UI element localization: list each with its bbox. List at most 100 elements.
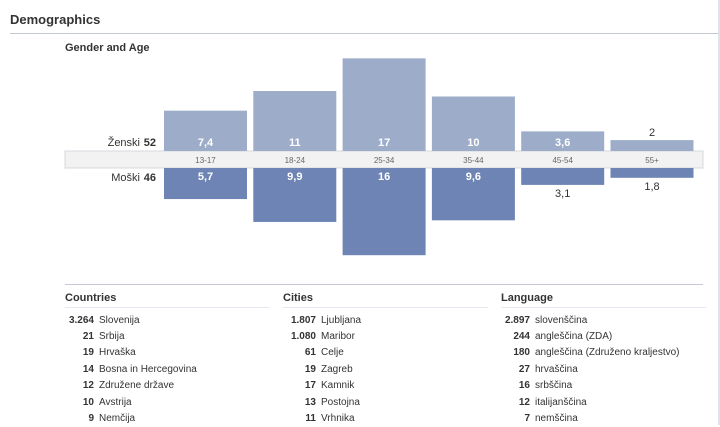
list-item: 7 nemščina xyxy=(501,410,706,426)
list-item: 16 srbščina xyxy=(501,378,706,394)
item-count: 14 xyxy=(82,363,94,375)
scrollbar-edge xyxy=(718,0,720,425)
list-item: 180 angleščina (Združeno kraljestvo) xyxy=(501,345,706,361)
list-item: 2.897 slovenščina xyxy=(501,312,706,328)
list-item: 9 Nemčija xyxy=(65,410,270,426)
item-count: 1.807 xyxy=(290,314,316,326)
male-label: Moški xyxy=(111,172,140,184)
female-bar xyxy=(342,58,426,151)
item-name: angleščina (ZDA) xyxy=(535,331,613,343)
item-count: 19 xyxy=(304,363,316,375)
age-tick-label: 13-17 xyxy=(195,156,216,165)
item-count: 19 xyxy=(82,347,94,359)
item-name: nemščina xyxy=(535,413,578,425)
female-value-label: 3,6 xyxy=(555,137,570,149)
male-bar xyxy=(253,168,337,222)
male-bar xyxy=(521,168,605,185)
item-name: Srbija xyxy=(99,331,125,343)
item-count: 17 xyxy=(304,380,316,392)
labels-group: 7,4 5,7 13-17 11 9,9 18-24 17 16 25-34 10 9,6 35-44… xyxy=(195,127,659,200)
item-count: 12 xyxy=(82,380,94,392)
item-name: hrvaščina xyxy=(535,363,578,375)
tables-divider xyxy=(65,284,703,285)
list-item: 1.080 Maribor xyxy=(283,328,488,344)
male-bar xyxy=(164,168,247,200)
age-tick-label: 35-44 xyxy=(463,156,484,165)
item-name: Celje xyxy=(321,347,344,359)
item-count: 13 xyxy=(304,396,316,408)
language-divider xyxy=(501,307,706,308)
language-column: Language 2.897 slovenščina 244 angleščina (… xyxy=(501,292,706,427)
item-count: 7 xyxy=(524,413,530,425)
age-tick-label: 25-34 xyxy=(374,156,395,165)
male-bar xyxy=(610,168,694,178)
age-tick-label: 45-54 xyxy=(552,156,573,165)
male-value-label: 9,9 xyxy=(287,171,302,183)
list-item: 19 Zagreb xyxy=(283,361,488,377)
item-name: srbščina xyxy=(535,380,573,392)
male-total: 46 xyxy=(144,172,156,184)
age-tick-label: 55+ xyxy=(645,156,659,165)
gender-age-chart: 7,4 5,7 13-17 11 9,9 18-24 17 16 25-34 10 9,6 35-44… xyxy=(64,58,704,256)
item-count: 11 xyxy=(305,413,316,425)
male-bar xyxy=(342,168,426,256)
item-count: 61 xyxy=(304,347,316,359)
item-name: Vrhnika xyxy=(321,413,355,425)
item-name: angleščina (Združeno kraljestvo) xyxy=(535,347,680,359)
item-count: 21 xyxy=(82,331,94,343)
list-item: 13 Postojna xyxy=(283,394,488,410)
item-count: 3.264 xyxy=(68,314,94,326)
female-bar xyxy=(253,91,337,151)
list-item: 244 angleščina (ZDA) xyxy=(501,328,706,344)
male-value-label: 1,8 xyxy=(644,181,659,193)
male-value-label: 9,6 xyxy=(466,171,481,183)
male-value-label: 3,1 xyxy=(555,188,570,200)
countries-column: Countries 3.264 Slovenija 21 Srbija 19 Hrvašk… xyxy=(65,292,270,427)
male-bar xyxy=(431,168,515,221)
item-count: 244 xyxy=(513,331,530,343)
female-bar xyxy=(164,110,247,151)
item-name: Maribor xyxy=(321,331,355,343)
list-item: 21 Srbija xyxy=(65,328,270,344)
cities-title: Cities xyxy=(283,292,313,304)
item-name: Bosna in Hercegovina xyxy=(99,363,197,375)
item-name: Hrvaška xyxy=(99,347,136,359)
list-item: 1.807 Ljubljana xyxy=(283,312,488,328)
item-name: italijanščina xyxy=(535,396,587,408)
list-item: 61 Celje xyxy=(283,345,488,361)
female-value-label: 11 xyxy=(289,137,301,149)
list-item: 17 Kamnik xyxy=(283,378,488,394)
item-name: Nemčija xyxy=(99,413,136,425)
page-title: Demographics xyxy=(10,12,101,27)
item-name: Ljubljana xyxy=(321,314,362,326)
item-count: 1.080 xyxy=(290,331,316,343)
cities-column: Cities 1.807 Ljubljana 1.080 Maribor 61 Celje… xyxy=(283,292,488,427)
item-count: 16 xyxy=(518,380,530,392)
item-count: 2.897 xyxy=(504,314,530,326)
list-item: 10 Avstrija xyxy=(65,394,270,410)
list-item: 12 Združene države xyxy=(65,378,270,394)
list-item: 11 Vrhnika xyxy=(283,410,488,426)
cities-divider xyxy=(283,307,488,308)
item-name: Združene države xyxy=(99,380,175,392)
female-bar xyxy=(521,131,605,151)
male-value-label: 16 xyxy=(378,171,390,183)
female-total: 52 xyxy=(144,137,156,149)
countries-title: Countries xyxy=(65,292,117,304)
item-count: 10 xyxy=(82,396,94,408)
item-name: Kamnik xyxy=(321,380,355,392)
item-count: 180 xyxy=(513,347,530,359)
gender-age-title: Gender and Age xyxy=(65,42,150,54)
female-value-label: 17 xyxy=(378,137,390,149)
list-item: 14 Bosna in Hercegovina xyxy=(65,361,270,377)
item-name: Slovenija xyxy=(99,314,140,326)
item-count: 27 xyxy=(518,363,530,375)
countries-divider xyxy=(65,307,270,308)
female-label: Ženski xyxy=(108,136,140,149)
item-count: 9 xyxy=(88,413,94,425)
item-count: 12 xyxy=(518,396,530,408)
title-divider xyxy=(10,33,718,34)
list-item: 3.264 Slovenija xyxy=(65,312,270,328)
female-bar xyxy=(610,140,694,151)
item-name: Zagreb xyxy=(321,363,353,375)
